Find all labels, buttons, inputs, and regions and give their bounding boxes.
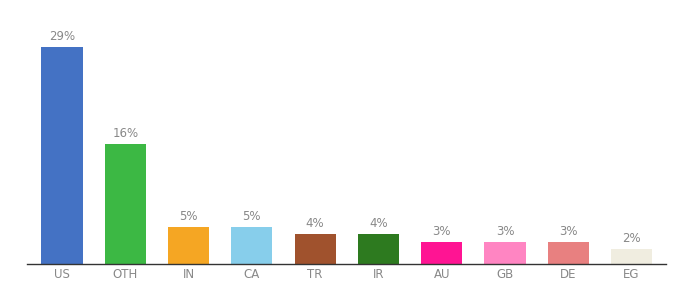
Bar <box>294 234 336 264</box>
Bar <box>41 46 82 264</box>
Bar <box>484 242 526 264</box>
Text: 5%: 5% <box>180 210 198 223</box>
Bar <box>105 144 146 264</box>
Text: 4%: 4% <box>369 217 388 230</box>
Bar <box>547 242 589 264</box>
Text: 5%: 5% <box>243 210 261 223</box>
Text: 29%: 29% <box>49 30 75 43</box>
Bar <box>231 226 273 264</box>
Bar <box>358 234 399 264</box>
Bar <box>421 242 462 264</box>
Text: 4%: 4% <box>306 217 324 230</box>
Text: 2%: 2% <box>622 232 641 245</box>
Text: 16%: 16% <box>112 127 138 140</box>
Text: 3%: 3% <box>496 225 514 238</box>
Bar <box>611 249 652 264</box>
Text: 3%: 3% <box>559 225 577 238</box>
Text: 3%: 3% <box>432 225 451 238</box>
Bar <box>168 226 209 264</box>
